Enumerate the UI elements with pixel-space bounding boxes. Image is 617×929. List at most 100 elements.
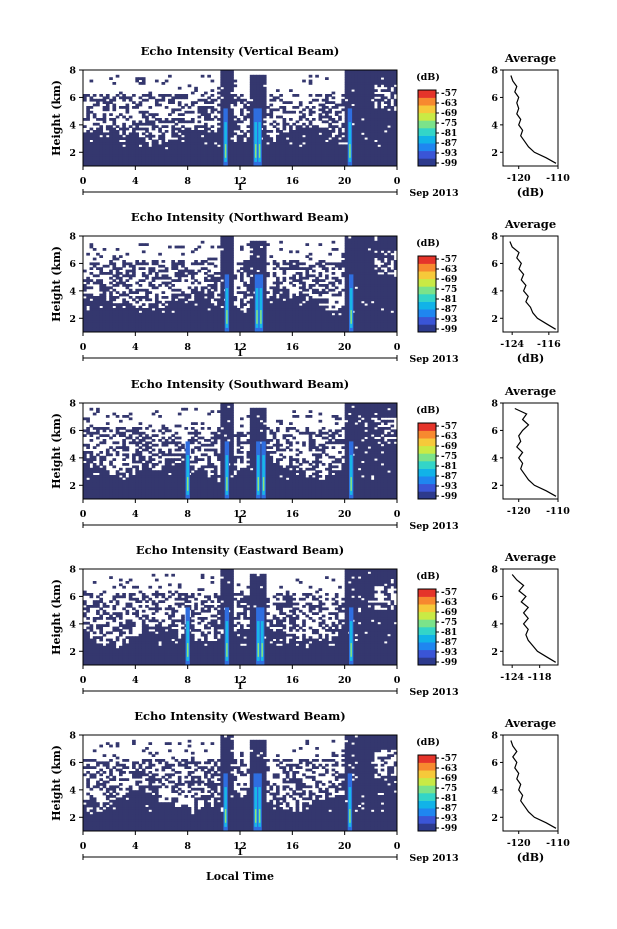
heatmap-cell	[367, 103, 372, 107]
heatmap-cell	[393, 296, 398, 299]
heatmap-cell	[177, 139, 182, 143]
heatmap-cell	[125, 320, 130, 323]
heatmap-cell	[292, 110, 296, 114]
heatmap-cell	[279, 139, 283, 143]
heatmap-cell	[344, 82, 349, 85]
heatmap-cell	[197, 303, 202, 306]
heatmap-cell	[334, 264, 339, 268]
heatmap-cell	[361, 94, 365, 97]
heatmap-cell	[96, 156, 100, 160]
heatmap-cell	[351, 248, 355, 251]
heatmap-cell	[83, 142, 87, 145]
heatmap-cell	[351, 260, 355, 263]
heatmap-cell	[118, 303, 123, 306]
heatmap-cell	[174, 127, 179, 131]
heatmap-cell	[233, 149, 238, 152]
heatmap-cell	[374, 320, 378, 323]
heatmap-cell	[367, 74, 372, 78]
heatmap-cell	[226, 72, 231, 76]
heatmap-cell	[380, 329, 385, 333]
heatmap-cell	[377, 156, 382, 160]
heatmap-cell	[272, 303, 277, 306]
heatmap-cell	[351, 238, 355, 242]
heatmap-cell	[367, 269, 372, 273]
heatmap-cell	[370, 134, 375, 138]
heatmap-cell	[226, 86, 231, 90]
heatmap-cell	[357, 146, 362, 150]
average-frame	[502, 235, 559, 333]
heatmap-cell	[380, 151, 385, 155]
heatmap-cell	[298, 272, 303, 275]
heatmap-cell	[112, 158, 117, 162]
heatmap-cell	[236, 149, 241, 152]
heatmap-cell	[357, 300, 362, 304]
heatmap-cell	[204, 279, 208, 282]
heatmap-cell	[171, 262, 175, 266]
heatmap-cell	[266, 324, 270, 328]
heatmap-cell	[387, 77, 391, 80]
heatmap-cell	[83, 467, 87, 471]
heatmap-cell	[184, 134, 189, 138]
heatmap-cell	[115, 274, 120, 278]
heatmap-cell	[269, 322, 274, 326]
heatmap-cell	[154, 315, 159, 318]
heatmap-cell	[115, 291, 120, 294]
heatmap-cell	[361, 264, 365, 268]
heatmap-cell	[210, 293, 215, 297]
heatmap-cell	[380, 317, 385, 321]
heatmap-cell	[315, 144, 319, 148]
heatmap-cell	[102, 106, 107, 109]
heatmap-cell	[380, 142, 385, 145]
heatmap-cell	[161, 320, 166, 323]
heatmap-cell	[387, 257, 391, 261]
heatmap-cell	[105, 312, 110, 316]
heatmap-cell	[243, 161, 247, 164]
heatmap-cell	[370, 262, 375, 266]
heatmap-cell	[302, 158, 306, 162]
heatmap-cell	[275, 303, 280, 306]
heatmap-cell	[233, 94, 238, 97]
heatmap-cell	[141, 322, 146, 326]
heatmap-cell	[217, 312, 221, 316]
heatmap-cell	[164, 296, 169, 299]
heatmap-cell	[361, 120, 365, 124]
heatmap-cell	[233, 144, 238, 148]
heatmap-cell	[145, 298, 149, 302]
heatmap-cell	[128, 312, 133, 316]
heatmap-cell	[357, 257, 362, 261]
heatmap-cell	[302, 308, 306, 311]
heatmap-cell	[321, 115, 326, 119]
heatmap-cell	[230, 96, 234, 100]
heatmap-cell	[315, 262, 319, 266]
heatmap-cell	[158, 300, 162, 304]
heatmap-cell	[380, 288, 385, 292]
heatmap-cell	[181, 96, 185, 100]
heatmap-cell	[387, 236, 391, 239]
heatmap-cell	[338, 317, 342, 321]
heatmap-cell	[282, 279, 287, 282]
heatmap-cell	[249, 264, 254, 268]
heatmap-cell	[351, 86, 355, 90]
heatmap-cell	[151, 324, 156, 328]
heatmap-cell	[282, 144, 287, 148]
heatmap-cell	[370, 238, 375, 242]
heatmap-cell	[302, 324, 306, 328]
heatmap-cell	[367, 125, 372, 128]
heatmap-cell	[109, 156, 113, 160]
heatmap-cell	[197, 296, 202, 299]
heatmap-cell	[380, 322, 385, 326]
heatmap-cell	[370, 310, 375, 314]
heatmap-cell	[357, 320, 362, 323]
heatmap-cell	[377, 238, 382, 242]
heatmap-cell	[145, 115, 149, 119]
heatmap-cell	[210, 151, 215, 155]
heatmap-cell	[357, 312, 362, 316]
heatmap-cell	[174, 262, 179, 266]
heatmap-cell	[318, 94, 323, 97]
heatmap-cell	[128, 329, 133, 333]
heatmap-cell	[161, 98, 166, 102]
heatmap-cell	[374, 317, 378, 321]
heatmap-cell	[204, 305, 208, 309]
heatmap-cell	[122, 142, 126, 145]
heatmap-cell	[197, 262, 202, 266]
